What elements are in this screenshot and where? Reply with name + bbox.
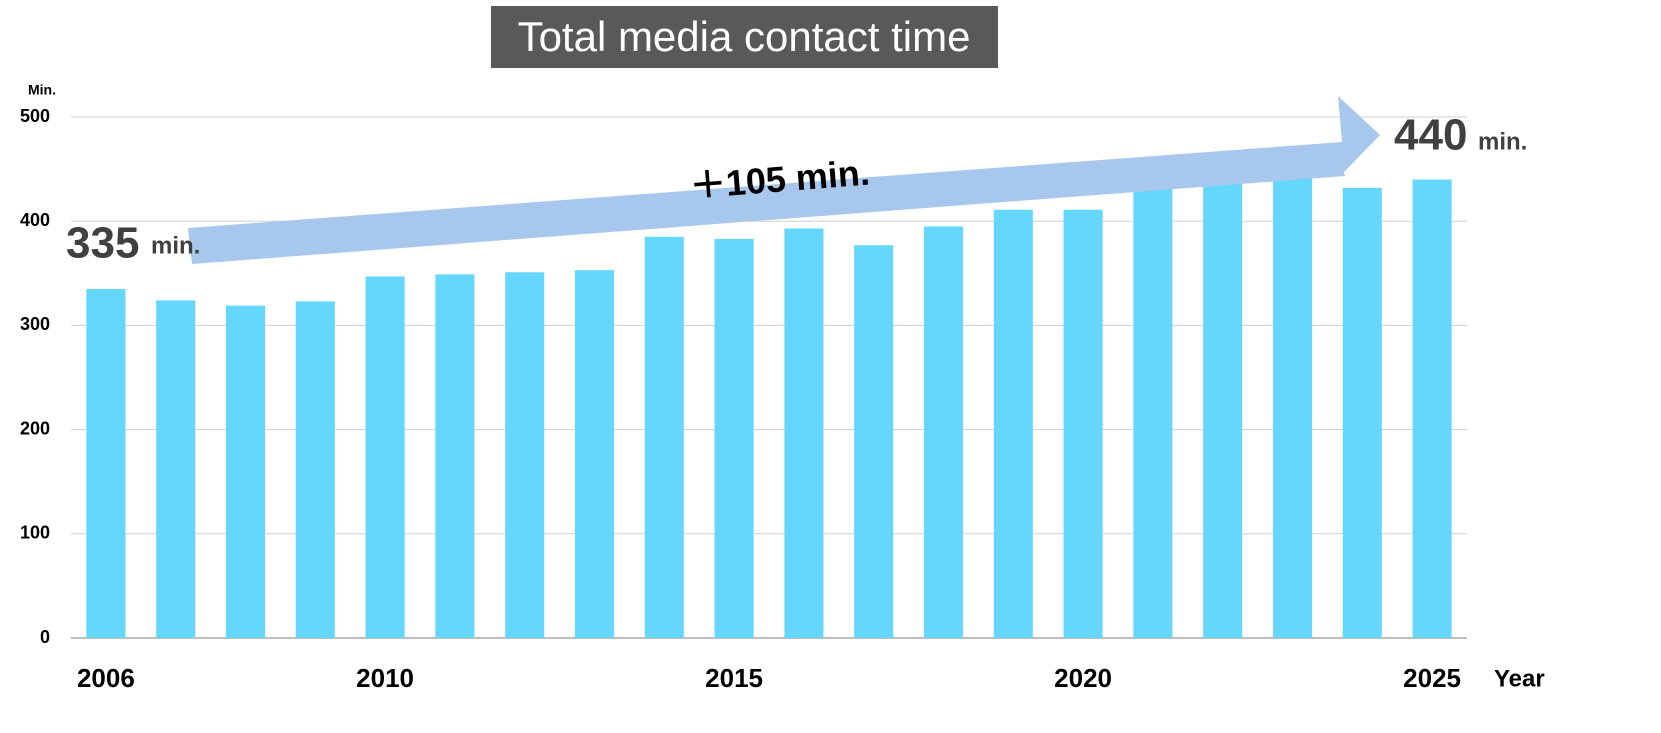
- bar: [1272, 176, 1313, 639]
- y-tick-label: 400: [20, 210, 50, 230]
- bar: [784, 228, 824, 638]
- title-box: [491, 6, 998, 68]
- end-value: 440: [1394, 111, 1467, 160]
- y-tick-label: 300: [20, 314, 50, 334]
- bar: [1133, 169, 1173, 638]
- x-tick-label: 2025: [1403, 663, 1461, 693]
- x-tick-label: 2006: [77, 663, 135, 693]
- bar: [644, 236, 684, 638]
- bar: [714, 238, 754, 638]
- bar: [86, 288, 126, 638]
- chart-title: Total media contact time: [518, 13, 971, 60]
- y-axis-label: Min.: [28, 82, 56, 98]
- bar: [225, 305, 266, 638]
- start-unit: min.: [151, 232, 200, 259]
- bar: [505, 272, 545, 638]
- bar: [923, 226, 964, 638]
- trend-arrow: [188, 96, 1380, 264]
- bar: [1412, 179, 1452, 638]
- y-tick-label: 0: [40, 627, 50, 647]
- start-value: 335: [66, 219, 139, 268]
- x-tick-label: 2010: [356, 663, 414, 693]
- y-tick-label: 500: [20, 106, 50, 126]
- bar: [365, 276, 405, 638]
- end-unit: min.: [1478, 128, 1527, 155]
- bar: [574, 270, 615, 638]
- bar: [854, 245, 894, 638]
- bar: [156, 300, 196, 638]
- y-tick-label: 100: [20, 523, 50, 543]
- bar: [1342, 187, 1382, 638]
- x-axis-label: Year: [1494, 665, 1545, 692]
- y-tick-label: 200: [20, 418, 50, 438]
- bar: [993, 209, 1033, 638]
- bar: [1063, 209, 1103, 638]
- x-tick-label: 2015: [705, 663, 763, 693]
- plot: 0 100 200 300 400 500 2006 2010 2015 2020 2025: [20, 106, 1467, 693]
- bar: [295, 301, 335, 638]
- bar: [435, 274, 475, 638]
- x-tick-label: 2020: [1054, 663, 1112, 693]
- bar: [1203, 174, 1243, 638]
